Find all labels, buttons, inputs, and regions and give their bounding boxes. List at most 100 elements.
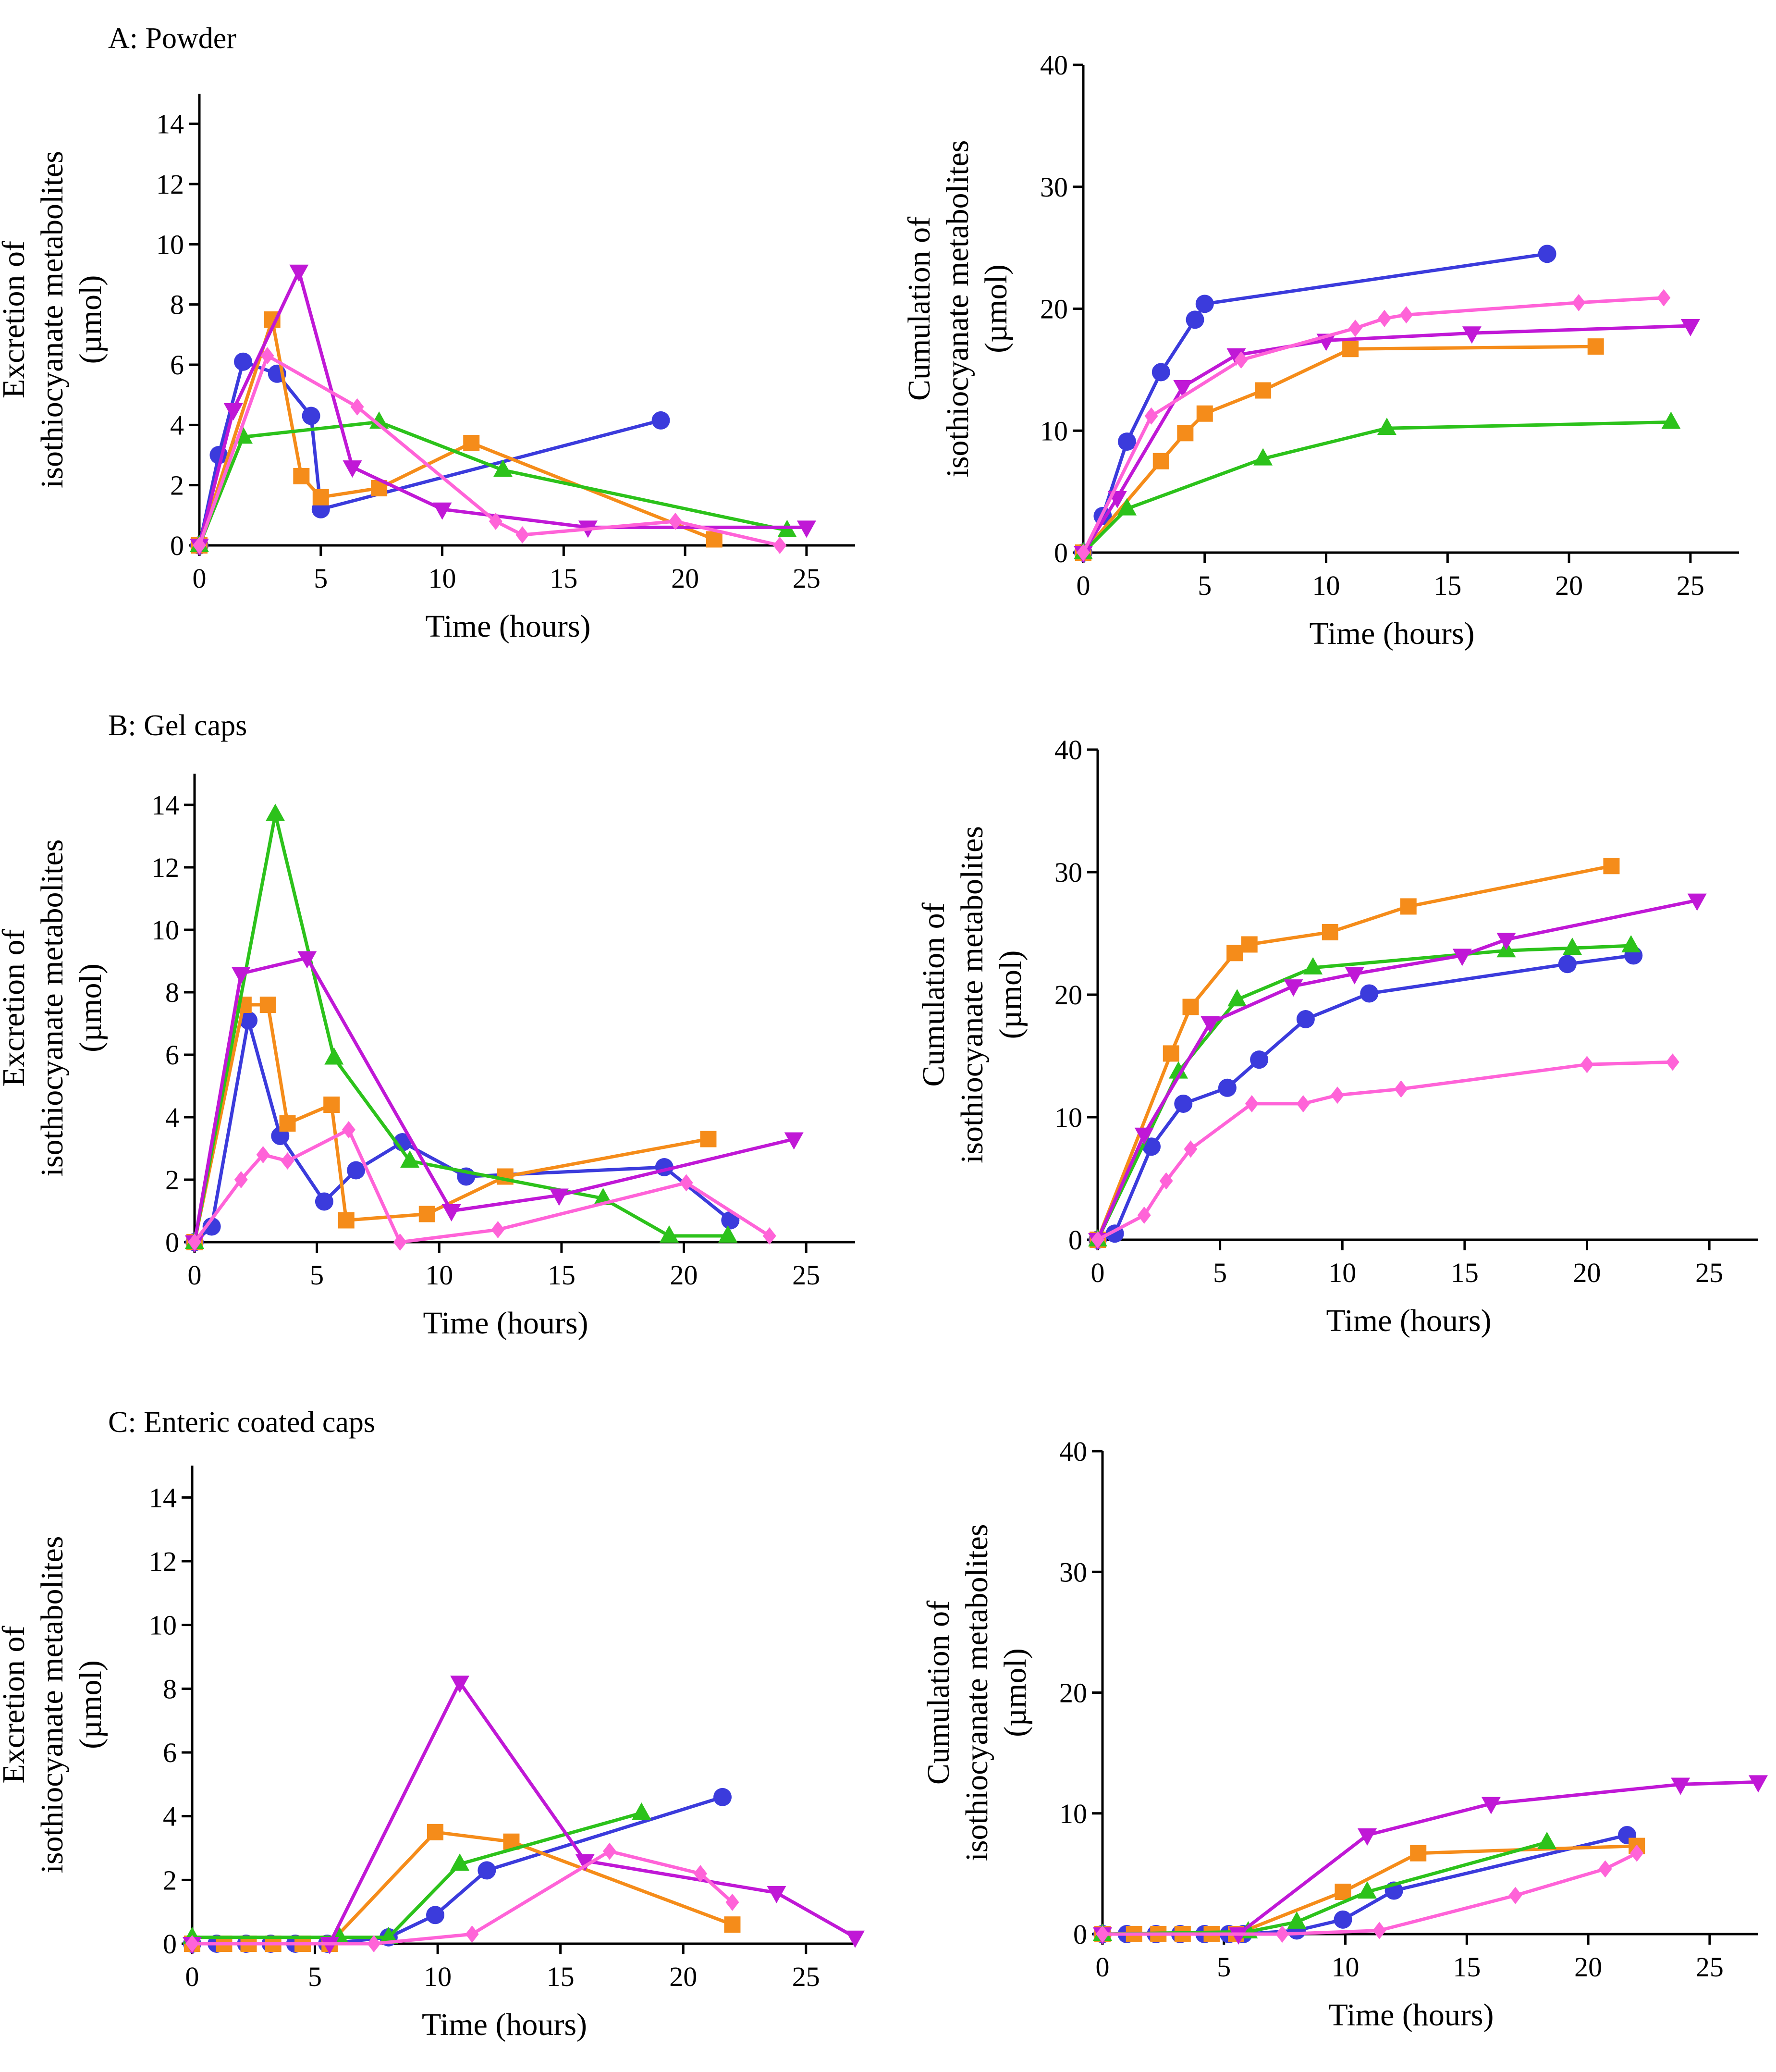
series-s5 [185, 1842, 739, 1952]
data-point [1657, 289, 1671, 307]
y-tick-label: 0 [1073, 1919, 1087, 1950]
data-point [1334, 1910, 1352, 1929]
data-point [202, 1217, 221, 1236]
x-tick-label: 15 [550, 563, 577, 594]
y-axis-label-line: (µmol) [73, 275, 108, 364]
series-s5 [193, 347, 787, 554]
y-tick-label: 30 [1040, 172, 1068, 203]
data-point [632, 1802, 651, 1820]
y-tick-label: 2 [170, 470, 184, 501]
data-point [1173, 380, 1193, 397]
y-tick-label: 20 [1054, 979, 1082, 1011]
data-point [1462, 326, 1482, 344]
x-tick-label: 15 [1433, 570, 1461, 601]
y-axis-label-line: Cumulation of [916, 902, 951, 1086]
data-point [1253, 448, 1273, 466]
data-point [700, 1131, 717, 1147]
x-tick-label: 15 [1451, 1257, 1479, 1288]
data-point [1335, 1884, 1351, 1900]
data-point [694, 1865, 707, 1883]
data-point [784, 1132, 804, 1150]
chart-panel-C-excretion: C: Enteric coated caps 0 2 4 6 8 10 12 14 0 5 10 15 2… [0, 1406, 865, 2042]
data-point [1481, 1797, 1501, 1814]
y-axis-label-line: isothiocyanate metabolites [955, 826, 990, 1163]
data-point [489, 512, 502, 530]
data-point [432, 502, 452, 520]
y-axis-label-line: isothiocyanate metabolites [35, 839, 70, 1177]
data-point [1496, 933, 1516, 950]
y-axis-label-line: (µmol) [979, 264, 1014, 353]
data-point [234, 352, 252, 371]
chart-panel-B-cumulation: 0 10 20 30 40 0 5 10 15 20 25 Time (hours) Cumulatio… [916, 734, 1758, 1338]
data-point [1229, 1927, 1249, 1945]
data-point [1250, 1050, 1269, 1069]
data-point [281, 1152, 294, 1170]
chart-panel-C-cumulation: 0 10 20 30 40 0 5 10 15 20 25 Time (hours) Cumulatio… [921, 1436, 1768, 2033]
x-tick-label: 0 [1091, 1257, 1105, 1288]
y-tick-label: 10 [156, 229, 184, 260]
y-tick-label: 0 [163, 1928, 177, 1960]
x-tick-label: 20 [1555, 570, 1583, 601]
data-point [491, 1221, 505, 1238]
data-point [1508, 1887, 1522, 1904]
data-point [465, 1925, 479, 1943]
data-point [515, 526, 529, 544]
data-point [239, 1011, 258, 1030]
data-point [478, 1861, 496, 1880]
data-point [1169, 1061, 1188, 1079]
data-point [1186, 310, 1204, 329]
y-tick-label: 4 [170, 409, 184, 441]
x-tick-label: 5 [310, 1259, 324, 1291]
x-axis-label: Time (hours) [422, 2007, 587, 2042]
y-tick-label: 10 [1054, 1102, 1082, 1133]
x-axis-label: Time (hours) [1326, 1303, 1491, 1338]
x-tick-label: 10 [1332, 1951, 1360, 1983]
data-point [1621, 935, 1641, 952]
chart-panel-A-cumulation: 0 10 20 30 40 0 5 10 15 20 25 Time (hours) Cumulatio… [902, 49, 1739, 651]
data-point [1163, 1045, 1179, 1062]
x-tick-label: 25 [1696, 1951, 1724, 1983]
x-tick-label: 5 [1198, 570, 1212, 601]
y-tick-label: 0 [1068, 1224, 1082, 1256]
data-point [427, 1824, 443, 1840]
data-point [1345, 967, 1364, 985]
data-point [651, 411, 670, 430]
data-point [320, 1937, 340, 1954]
data-point [342, 1121, 355, 1138]
y-tick-label: 10 [151, 914, 179, 946]
x-tick-label: 5 [314, 563, 328, 594]
data-point [1284, 979, 1303, 997]
x-tick-label: 25 [792, 1259, 820, 1291]
data-point [324, 1047, 344, 1065]
series-s2 [1075, 338, 1604, 561]
data-point [1218, 1078, 1237, 1097]
data-point [773, 537, 787, 554]
y-tick-label: 40 [1054, 734, 1082, 765]
y-tick-label: 8 [165, 977, 179, 1008]
x-tick-label: 5 [308, 1961, 322, 1992]
y-tick-label: 4 [165, 1102, 179, 1133]
data-point [188, 1233, 201, 1251]
x-tick-label: 10 [1312, 570, 1340, 601]
y-tick-label: 40 [1059, 1436, 1087, 1467]
data-point [1360, 984, 1379, 1003]
panel-title: C: Enteric coated caps [108, 1406, 375, 1439]
x-tick-label: 15 [1453, 1951, 1481, 1983]
y-axis-label-line: (µmol) [998, 1648, 1033, 1737]
data-point [1377, 418, 1396, 435]
x-axis-label: Time (hours) [1309, 616, 1474, 651]
data-point [231, 967, 251, 984]
data-point [1144, 407, 1158, 425]
data-point [193, 537, 206, 554]
y-axis-label-line: Cumulation of [921, 1601, 956, 1785]
data-point [1342, 341, 1359, 358]
data-point [1331, 1086, 1345, 1104]
y-axis-label-line: Excretion of [0, 241, 31, 398]
y-axis-label-line: isothiocyanate metabolites [940, 140, 975, 478]
data-point [293, 468, 310, 484]
data-point [1452, 949, 1472, 966]
data-point [1234, 351, 1248, 369]
data-point [1410, 1845, 1427, 1862]
data-point [1358, 1881, 1377, 1899]
series-line [1081, 296, 1664, 554]
